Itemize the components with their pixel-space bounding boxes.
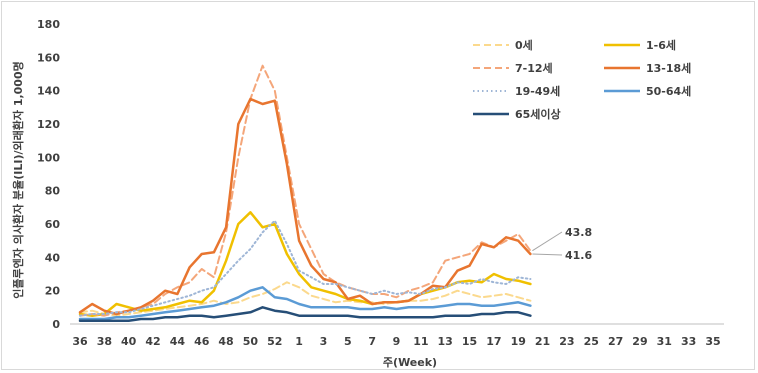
x-tick-label: 27 <box>608 335 623 348</box>
x-tick-label: 48 <box>218 335 233 348</box>
annotation-leader <box>532 231 563 252</box>
x-tick-label: 31 <box>657 335 672 348</box>
x-tick-label: 17 <box>486 335 501 348</box>
x-tick-label: 38 <box>97 335 112 348</box>
legend-label: 1-6세 <box>646 38 676 52</box>
x-tick-label: 1 <box>295 335 303 348</box>
y-tick-label: 180 <box>37 18 60 31</box>
legend-label: 0세 <box>515 38 533 52</box>
annotation-layer: 43.8 41.6 <box>532 226 592 262</box>
legend-label: 65세이상 <box>515 107 561 121</box>
x-tick-label: 44 <box>170 335 186 348</box>
x-tick-label: 9 <box>393 335 401 348</box>
x-tick-label: 13 <box>438 335 453 348</box>
x-tick-label: 46 <box>194 335 210 348</box>
y-tick-label: 40 <box>45 251 61 264</box>
annotation-label: 43.8 <box>565 226 592 239</box>
x-tick-label: 40 <box>121 335 137 348</box>
y-tick-label: 20 <box>45 285 61 298</box>
x-tick-label: 21 <box>535 335 550 348</box>
x-tick-label: 29 <box>632 335 647 348</box>
x-tick-label: 35 <box>705 335 720 348</box>
series-line <box>78 211 532 317</box>
x-tick-label: 19 <box>511 335 526 348</box>
y-axis-title: 인플루엔자 의사환자 분율(ILI)/외래환자 1,000명 <box>11 61 25 298</box>
series-line <box>78 286 532 321</box>
series-layer <box>78 64 532 322</box>
x-axis-ticks: 36 38 40 42 44 46 48 50 52 1 3 5 7 9 11 13 15 17 19 21 23 25 2… <box>72 335 720 348</box>
x-tick-label: 23 <box>559 335 574 348</box>
series-line <box>78 306 532 322</box>
y-tick-label: 140 <box>37 85 60 98</box>
y-tick-label: 0 <box>52 318 60 331</box>
y-tick-label: 160 <box>37 51 60 64</box>
annotation-label: 41.6 <box>565 249 592 262</box>
x-tick-label: 25 <box>584 335 599 348</box>
y-tick-label: 80 <box>45 185 61 198</box>
series-line <box>79 64 532 317</box>
legend-label: 13-18세 <box>646 61 691 75</box>
y-tick-label: 120 <box>37 118 60 131</box>
x-tick-label: 33 <box>681 335 696 348</box>
x-tick-label: 42 <box>145 335 160 348</box>
x-tick-label: 11 <box>413 335 428 348</box>
x-tick-label: 3 <box>320 335 328 348</box>
y-axis-ticks: 0 20 40 60 80 100 120 140 160 180 <box>37 18 60 331</box>
x-tick-label: 50 <box>243 335 259 348</box>
x-tick-label: 5 <box>344 335 352 348</box>
annotation-leader <box>532 253 563 256</box>
x-tick-label: 52 <box>267 335 282 348</box>
series-line <box>78 97 532 316</box>
y-tick-label: 60 <box>45 218 61 231</box>
legend-label: 50-64세 <box>646 84 691 98</box>
x-tick-label: 7 <box>368 335 376 348</box>
series-line <box>79 219 532 317</box>
legend-label: 19-49세 <box>515 84 560 98</box>
series-line <box>79 281 532 317</box>
x-tick-label: 36 <box>72 335 88 348</box>
legend: 0세 1-6세 7-12세 13-18세 19-49세 50-64세 65세이상 <box>473 38 691 121</box>
y-tick-label: 100 <box>37 151 60 164</box>
x-axis-title: 주(Week) <box>383 356 437 369</box>
x-tick-label: 15 <box>462 335 477 348</box>
legend-label: 7-12세 <box>515 61 553 75</box>
